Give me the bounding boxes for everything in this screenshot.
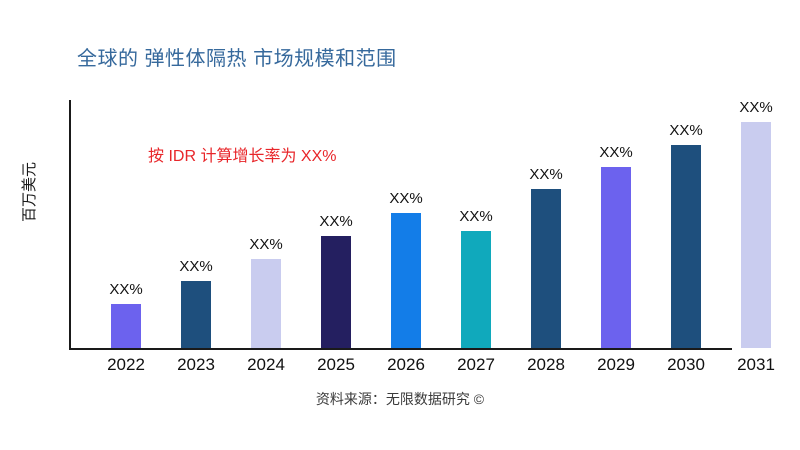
bar-value-label-2029: XX%	[599, 144, 633, 161]
bar-value-label-2025: XX%	[319, 213, 353, 230]
bar-value-label-2026: XX%	[389, 190, 423, 207]
x-tick-label-2029: 2029	[597, 355, 635, 374]
x-tick-label-2024: 2024	[247, 355, 285, 374]
x-tick-label-2026: 2026	[387, 355, 425, 374]
x-tick-label-2022: 2022	[107, 355, 145, 374]
bar-value-label-2028: XX%	[529, 166, 563, 183]
x-tick-label-2028: 2028	[527, 355, 565, 374]
growth-annotation: 按 IDR 计算增长率为 XX%	[148, 148, 337, 165]
bar-2031	[741, 122, 771, 348]
bar-value-label-2024: XX%	[249, 236, 283, 253]
bar-2025	[321, 236, 351, 348]
y-axis-label: 百万美元	[21, 162, 38, 223]
bar-2028	[531, 189, 561, 348]
bar-value-label-2027: XX%	[459, 208, 493, 225]
bar-2023	[181, 281, 211, 348]
source-note: 资料来源：无限数据研究 ©	[315, 391, 485, 407]
bar-2024	[251, 259, 281, 348]
bar-2029	[601, 167, 631, 348]
bar-2030	[671, 145, 701, 348]
x-tick-label-2030: 2030	[667, 355, 705, 374]
chart-title: 全球的 弹性体隔热 市场规模和范围	[77, 48, 397, 70]
bar-value-label-2022: XX%	[109, 281, 143, 298]
bar-2026	[391, 213, 421, 348]
x-tick-label-2023: 2023	[177, 355, 215, 374]
bar-2022	[111, 304, 141, 348]
x-axis-line	[69, 348, 732, 350]
y-axis-line	[69, 100, 71, 350]
x-tick-label-2027: 2027	[457, 355, 495, 374]
bar-value-label-2023: XX%	[179, 258, 213, 275]
bar-2027	[461, 231, 491, 348]
x-tick-label-2025: 2025	[317, 355, 355, 374]
x-tick-label-2031: 2031	[737, 355, 775, 374]
bar-value-label-2031: XX%	[739, 99, 773, 116]
bar-value-label-2030: XX%	[669, 122, 703, 139]
